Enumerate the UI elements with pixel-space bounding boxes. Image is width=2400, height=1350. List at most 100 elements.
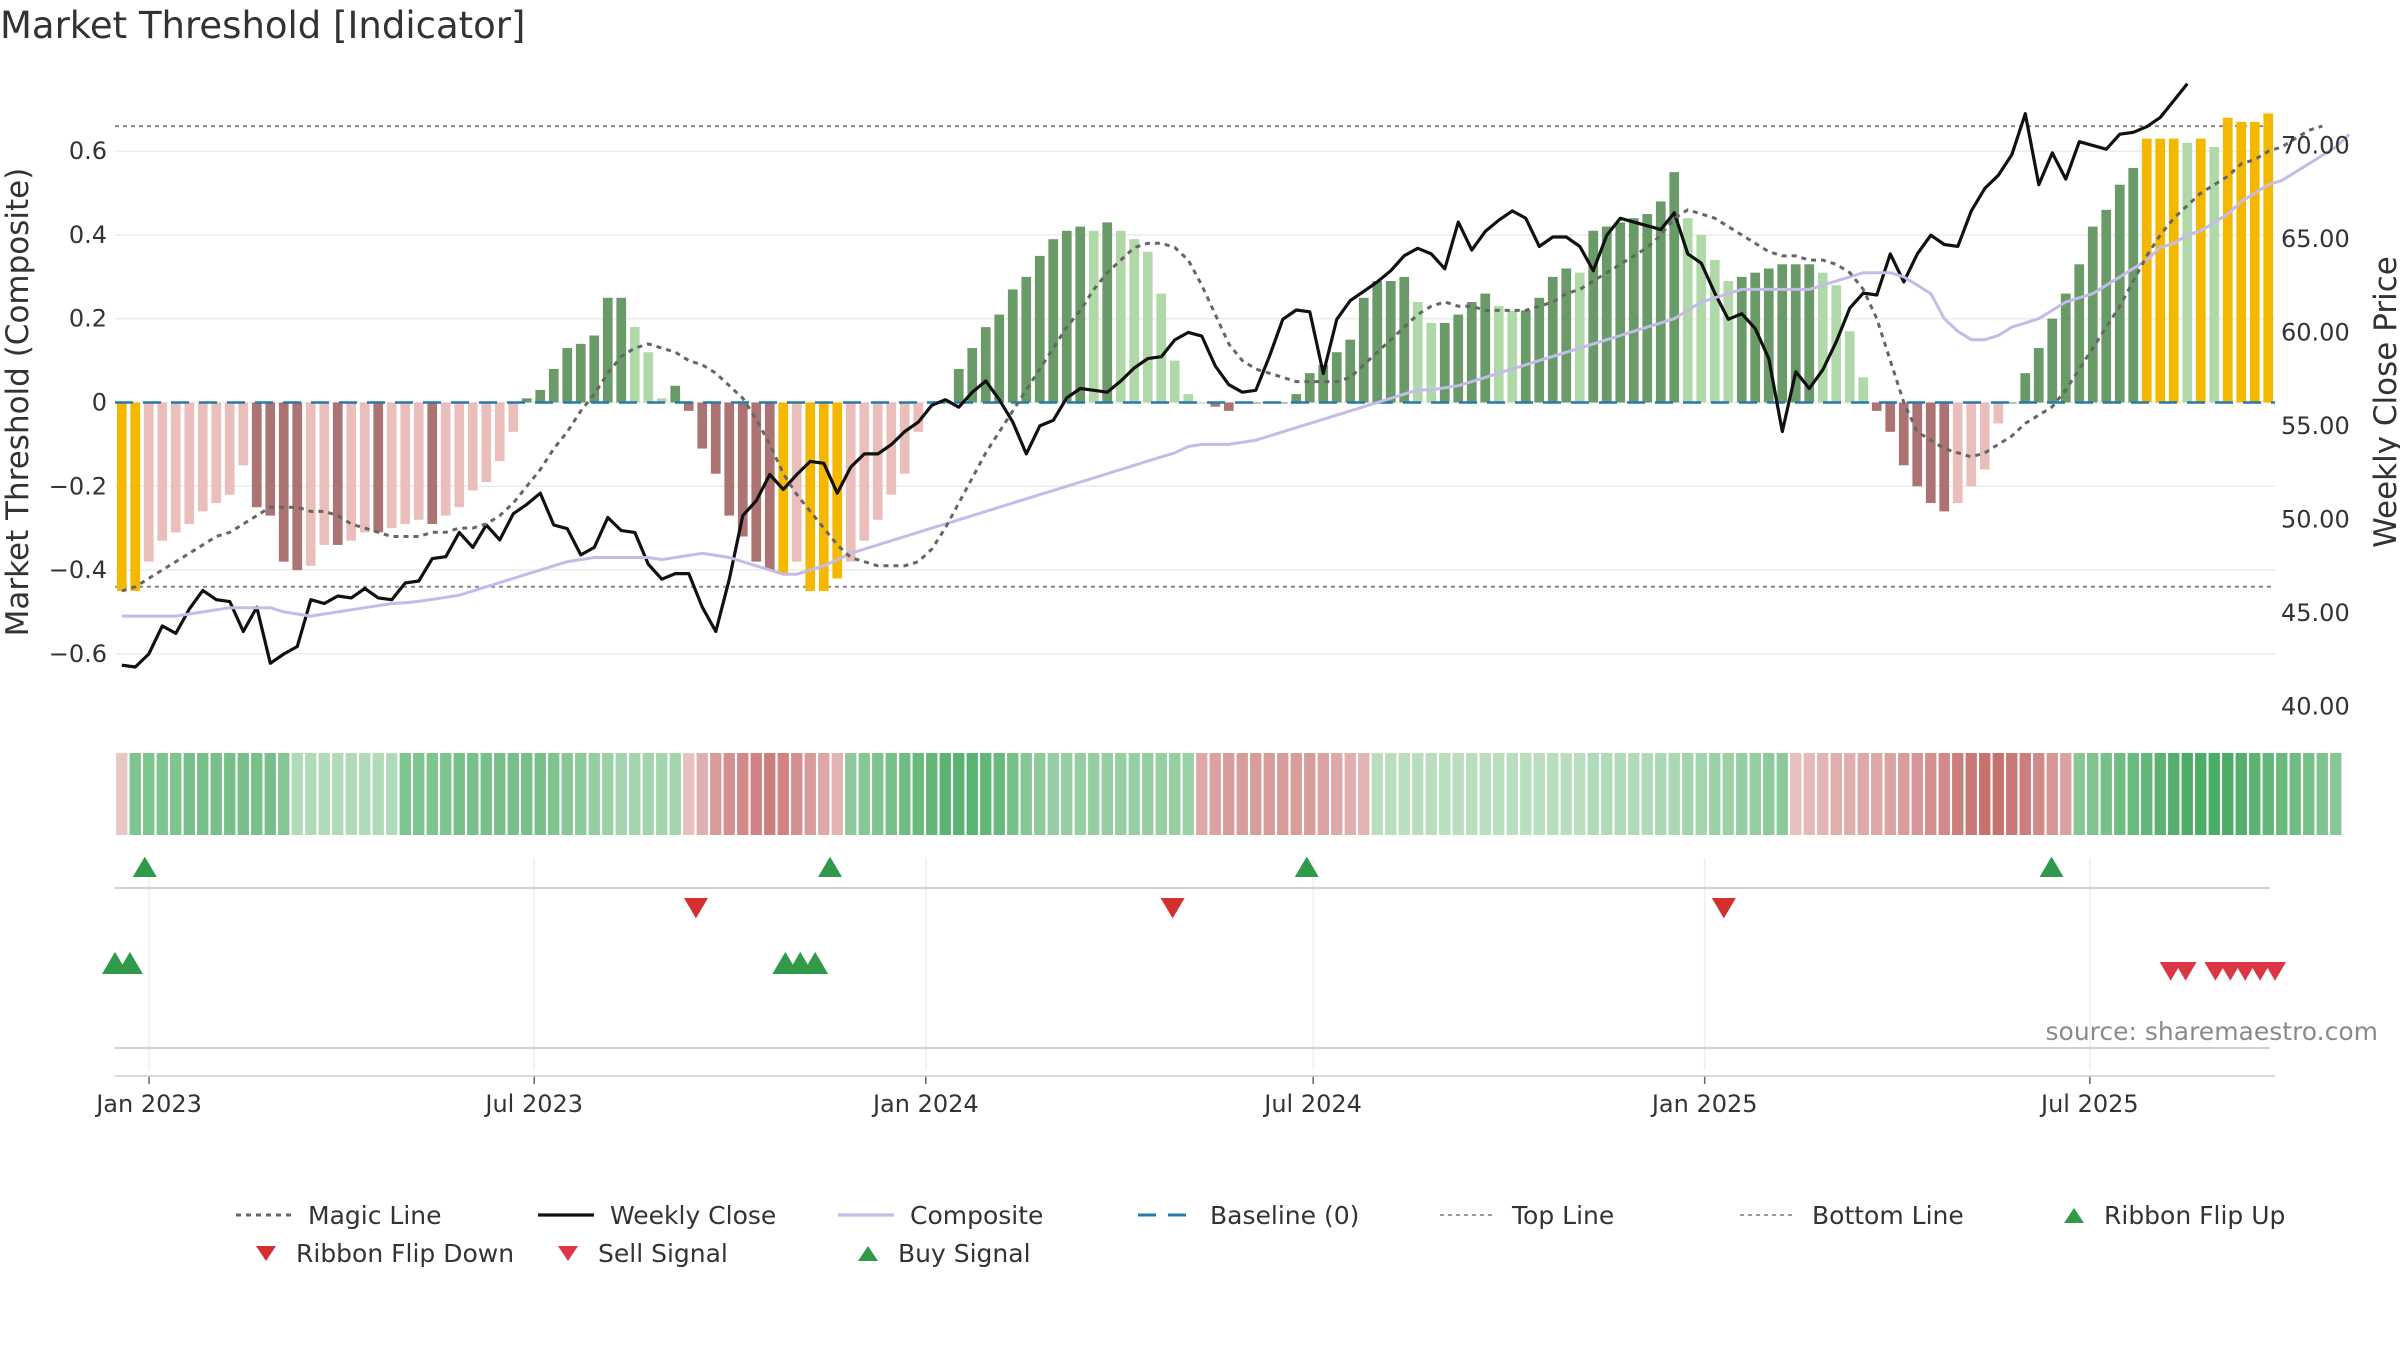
histogram-bar [2155, 138, 2166, 403]
ribbon-cell [1304, 753, 1316, 835]
legend-label: Baseline (0) [1210, 1200, 1360, 1230]
histogram-bar [224, 402, 235, 495]
legend-item-weekly-close: Weekly Close [536, 1198, 776, 1232]
ribbon-cell [588, 753, 600, 835]
ribbon-cell [116, 753, 128, 835]
histogram-bar [251, 402, 262, 508]
ribbon-cell [1614, 753, 1626, 835]
ribbon-cell [804, 753, 816, 835]
histogram-bar [2128, 167, 2139, 403]
ribbon-cell [1749, 753, 1761, 835]
histogram-bar [2141, 138, 2152, 403]
histogram-bar [440, 402, 451, 516]
histogram-bar [1520, 310, 1531, 403]
legend-swatch [858, 1246, 878, 1261]
ribbon-cell [1277, 753, 1289, 835]
ribbon-cell [993, 753, 1005, 835]
ribbon-cell [1641, 753, 1653, 835]
histogram-bar [2168, 138, 2179, 403]
histogram-bar [2236, 121, 2247, 403]
ribbon-cell [1520, 753, 1532, 835]
y-tick-left: −0.4 [49, 556, 107, 584]
histogram-bar [2020, 373, 2031, 403]
histogram-bar [1156, 293, 1167, 403]
histogram-bar [1331, 352, 1342, 403]
ribbon-cell [1857, 753, 1869, 835]
ribbon-cell [1871, 753, 1883, 835]
histogram-bar [1345, 339, 1356, 403]
ribbon-cell [1587, 753, 1599, 835]
ribbon-cell [1196, 753, 1208, 835]
histogram-bar [2087, 226, 2098, 403]
y-tick-left: 0.6 [69, 137, 107, 165]
source-label: source: sharemaestro.com [2046, 1017, 2379, 1046]
histogram-bar [1642, 214, 1653, 403]
ribbon-cell [1682, 753, 1694, 835]
ribbon-cell [426, 753, 438, 835]
ribbon-cell [480, 753, 492, 835]
ribbon-cell [723, 753, 735, 835]
histogram-bar [1142, 251, 1153, 403]
histogram-bar [1223, 402, 1234, 411]
ribbon-cell [831, 753, 843, 835]
histogram-bar [1493, 306, 1504, 403]
ribbon-cell [2168, 753, 2180, 835]
ribbon-cell [710, 753, 722, 835]
ribbon-cell [683, 753, 695, 835]
ribbon-cell [1493, 753, 1505, 835]
legend-item-magic-line: Magic Line [234, 1198, 442, 1232]
ribbon-cell [2006, 753, 2018, 835]
ribbon-cell [1668, 753, 1680, 835]
ribbon-cell [1655, 753, 1667, 835]
ribbon-cell [1898, 753, 1910, 835]
ribbon-cell [251, 753, 263, 835]
ribbon-cell [2235, 753, 2247, 835]
histogram-bar [170, 402, 181, 533]
histogram-bar [1723, 281, 1734, 403]
histogram-bar [1912, 402, 1923, 487]
ribbon-cell [1250, 753, 1262, 835]
histogram-bar [211, 402, 222, 504]
histogram-bar [197, 402, 208, 512]
histogram-bar [697, 402, 708, 449]
histogram-bar [2101, 209, 2112, 403]
ribbon-cell [642, 753, 654, 835]
legend-swatch [256, 1246, 276, 1261]
ribbon-cell [885, 753, 897, 835]
histogram-bar [1075, 226, 1086, 403]
histogram-bar [2182, 142, 2193, 403]
y-tick-left: 0 [92, 389, 107, 417]
histogram-bar [1426, 322, 1437, 403]
sell-signal-marker [2264, 962, 2286, 981]
histogram-bar [575, 343, 586, 403]
ribbon-flip-up-marker [2039, 856, 2064, 877]
histogram-bar [1777, 264, 1788, 403]
ribbon-cell [1398, 753, 1410, 835]
ribbon-cell [2046, 753, 2058, 835]
ribbon-cell [1911, 753, 1923, 835]
histogram-bar [737, 402, 748, 537]
histogram-bar [400, 402, 411, 524]
y-tick-right: 50.00 [2281, 505, 2350, 533]
y-tick-right: 65.00 [2281, 225, 2350, 253]
market-threshold-chart: −0.6 −0.4 −0.2 0 0.2 0.4 0.6 40.00 45.00 50.00 55.… [0, 82, 2400, 1118]
ribbon-cell [1061, 753, 1073, 835]
legend-label: Bottom Line [1812, 1200, 1964, 1230]
legend-item-sell-signal: Sell Signal [552, 1236, 728, 1270]
legend-swatch [1138, 1213, 1194, 1217]
ribbon-cell [2276, 753, 2288, 835]
histogram-bar [1750, 272, 1761, 403]
ribbon-cell [1736, 753, 1748, 835]
ribbon-cell [2141, 753, 2153, 835]
x-tick-label: Jan 2023 [94, 1090, 202, 1118]
histogram-bar [967, 348, 978, 403]
histogram-bar [764, 402, 775, 571]
ribbon-cell [1034, 753, 1046, 835]
ribbon-cell [143, 753, 155, 835]
ribbon-cell [858, 753, 870, 835]
ribbon-cell [2195, 753, 2207, 835]
legend-item-composite: Composite [836, 1198, 1043, 1232]
histogram-bar [1817, 272, 1828, 403]
ribbon-cell [1695, 753, 1707, 835]
sell-signal-marker [2159, 962, 2182, 981]
